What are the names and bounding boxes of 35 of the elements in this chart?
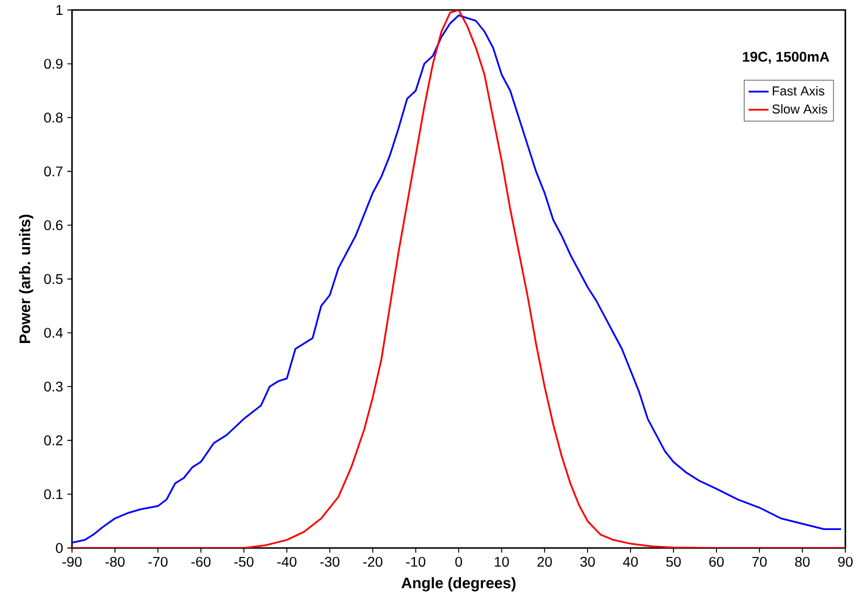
- x-tick-label: -70: [148, 556, 168, 567]
- x-tick-label: 40: [623, 556, 638, 567]
- x-tick-label: 20: [537, 556, 552, 567]
- y-tick-label: 0.8: [44, 112, 63, 123]
- x-tick-label: 10: [494, 556, 509, 567]
- y-tick-label: 0.1: [44, 489, 62, 500]
- legend-label: Fast Axis: [772, 86, 824, 96]
- y-tick-label: 1: [56, 5, 62, 15]
- annotation: 19C, 1500mA: [742, 52, 830, 64]
- y-tick-label: 0.5: [44, 274, 63, 284]
- x-tick-label: 80: [795, 556, 810, 567]
- x-tick-label: -20: [363, 556, 382, 567]
- x-tick-label: -60: [191, 556, 211, 567]
- x-tick-label: 0: [455, 556, 462, 567]
- x-tick-label: -50: [234, 556, 254, 567]
- x-tick-label: -10: [406, 556, 426, 567]
- y-tick-label: 0.4: [44, 328, 63, 338]
- x-tick-label: -30: [320, 556, 340, 567]
- x-tick-label: 30: [580, 556, 595, 567]
- y-tick-label: 0.7: [44, 166, 62, 176]
- x-tick-label: 90: [838, 556, 853, 567]
- y-tick-label: 0.6: [44, 220, 63, 230]
- legend-label: Slow Axis: [772, 104, 828, 114]
- y-axis-title: Power (arb. units): [19, 214, 34, 343]
- x-tick-label: 70: [752, 556, 767, 567]
- x-tick-label: 50: [666, 556, 681, 567]
- x-tick-label: 60: [709, 556, 724, 567]
- x-axis-title: Angle (degrees): [402, 577, 516, 592]
- y-tick-label: 0.2: [44, 435, 62, 446]
- x-tick-label: -80: [105, 556, 125, 567]
- y-tick-label: 0: [56, 543, 63, 553]
- x-tick-label: -40: [277, 556, 296, 567]
- x-tick-label: -90: [62, 556, 82, 567]
- y-tick-label: 0.9: [44, 58, 63, 69]
- y-tick-label: 0.3: [44, 382, 63, 392]
